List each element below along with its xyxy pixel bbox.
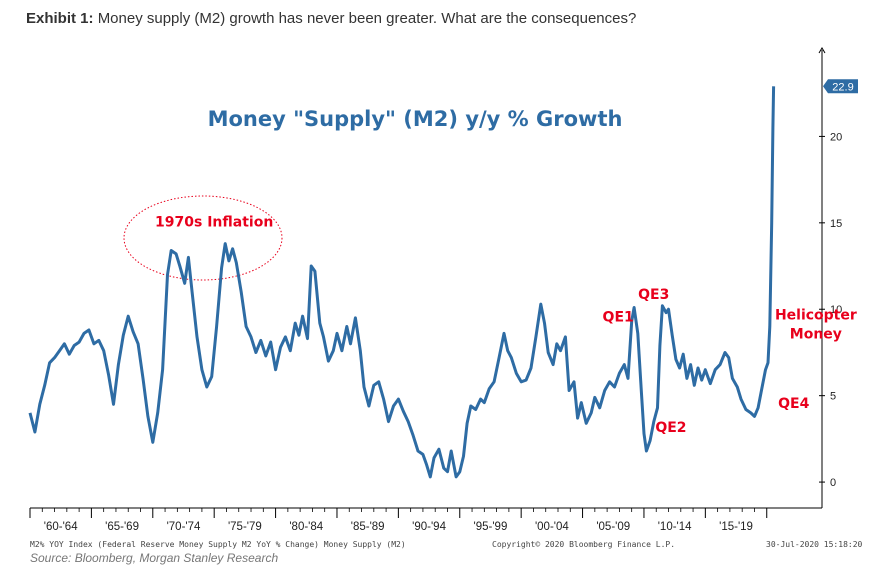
y-tick-label: 15 [830,218,842,230]
x-tick-label: '10-'14 [658,521,692,533]
annotation-label: Money [790,327,842,343]
x-tick-label: '75-'79 [228,521,262,533]
y-tick-label: 10 [830,304,842,316]
x-tick-label: '90-'94 [412,521,446,533]
x-tick-label: '05-'09 [596,521,630,533]
annotation-label: 1970s Inflation [155,214,273,230]
x-tick-label: '70-'74 [167,521,201,533]
x-tick-label: '95-'99 [474,521,508,533]
annotation-label: QE2 [655,420,686,436]
x-tick-label: '00-'04 [535,521,569,533]
y-tick-label: 5 [830,391,836,403]
last-value-tag [823,79,858,94]
index-note: M2% YOY Index (Federal Reserve Money Sup… [30,540,406,549]
exhibit-label: Exhibit 1: [26,10,94,27]
chart-title: Money "Supply" (M2) y/y % Growth [208,107,623,131]
copyright-note: Copyright© 2020 Bloomberg Finance L.P. [492,540,676,549]
annotation-label: Helicopter [775,308,857,324]
annotation-label: QE4 [778,396,809,412]
exhibit-title: Money supply (M2) growth has never been … [97,10,637,27]
y-tick-label: 20 [830,131,842,143]
x-tick-label: '80-'84 [289,521,323,533]
annotation-label: QE1 [603,309,634,325]
last-value-label: 22.9 [832,81,853,93]
x-tick-label: '60-'64 [44,521,78,533]
timestamp: 30-Jul-2020 15:18:20 [766,540,863,549]
exhibit-header: Exhibit 1: Money supply (M2) growth has … [26,10,636,27]
y-axis-arrow [818,47,826,54]
m2-growth-line [28,86,776,479]
x-tick-label: '65-'69 [105,521,139,533]
x-tick-label: '15-'19 [719,521,753,533]
source-note: Source: Bloomberg, Morgan Stanley Resear… [30,551,279,565]
inflation-ellipse [123,195,283,281]
annotation-label: QE3 [638,287,669,303]
x-tick-label: '85-'89 [351,521,385,533]
y-tick-label: 0 [830,477,836,489]
